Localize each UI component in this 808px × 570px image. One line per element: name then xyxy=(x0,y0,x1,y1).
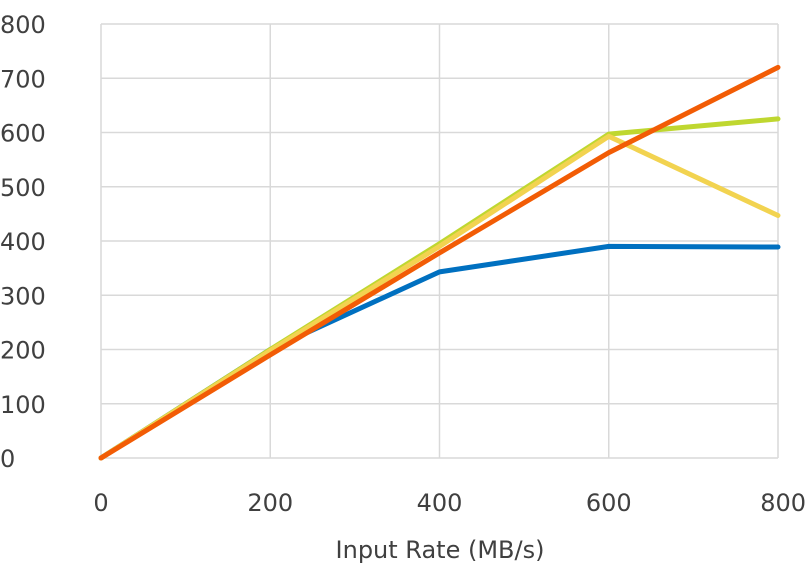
y-tick-label: 800 xyxy=(0,11,46,39)
series-line-4 xyxy=(98,64,781,461)
y-tick-label: 0 xyxy=(0,445,15,473)
x-tick-label: 400 xyxy=(417,489,463,517)
y-tick-label: 200 xyxy=(0,337,46,365)
y-axis-tick-labels: 0 100 200 300 400 500 600 700 800 xyxy=(0,11,46,473)
series-lines xyxy=(98,64,781,461)
y-tick-label: 100 xyxy=(0,391,46,419)
x-axis-tick-labels: 0 200 400 600 800 xyxy=(93,489,806,517)
y-tick-label: 500 xyxy=(0,174,46,202)
x-tick-label: 600 xyxy=(586,489,632,517)
y-tick-label: 400 xyxy=(0,228,46,256)
x-axis-title: Input Rate (MB/s) xyxy=(336,536,545,564)
y-tick-label: 300 xyxy=(0,282,46,310)
x-tick-label: 800 xyxy=(760,489,806,517)
y-tick-label: 600 xyxy=(0,120,46,148)
x-tick-label: 200 xyxy=(247,489,293,517)
x-tick-label: 0 xyxy=(93,489,108,517)
y-tick-label: 700 xyxy=(0,65,46,93)
